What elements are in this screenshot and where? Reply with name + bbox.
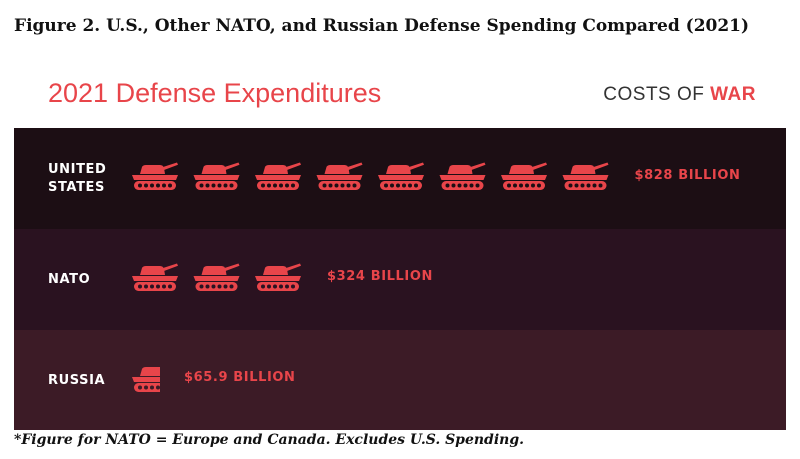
tank-icons-nato	[132, 263, 301, 291]
chart-row-russia: RUSSIA $65.9 BILLION	[14, 330, 786, 430]
chart-row-nato: NATO $324 BILLION	[14, 229, 786, 330]
tank-icons-russia	[132, 367, 160, 392]
figure-title: Figure 2. U.S., Other NATO, and Russian …	[14, 16, 750, 36]
tank-icon	[316, 162, 363, 190]
tank-icon	[562, 162, 609, 190]
brand-part-1: COSTS OF	[603, 84, 711, 105]
footnote: *Figure for NATO = Europe and Canada. Ex…	[14, 432, 525, 448]
row-label-line: STATES	[48, 179, 105, 195]
chart-header: 2021 Defense Expenditures COSTS OF WAR	[14, 62, 786, 128]
row-label-nato: NATO	[48, 271, 90, 289]
chart-row-united-states: UNITED STATES $828 BILLION	[14, 128, 786, 229]
row-label-united-states: UNITED STATES	[48, 161, 106, 197]
tank-icon	[193, 263, 240, 291]
value-label-nato: $324 BILLION	[327, 269, 433, 284]
tank-icons-united-states	[132, 162, 609, 190]
tank-icon	[439, 162, 486, 190]
chart-title: 2021 Defense Expenditures	[48, 78, 382, 108]
brand-logo: COSTS OF WAR	[603, 84, 756, 106]
row-label-line: RUSSIA	[48, 372, 106, 388]
row-label-line: UNITED	[48, 161, 107, 177]
tank-icon	[255, 162, 301, 190]
row-label-russia: RUSSIA	[48, 372, 105, 390]
brand-part-2: WAR	[710, 84, 756, 105]
tank-icon	[255, 263, 301, 291]
tank-icon	[132, 263, 178, 291]
tank-icon	[132, 162, 178, 190]
value-label-russia: $65.9 BILLION	[184, 370, 296, 385]
defense-expenditure-chart: UNITED STATES $828 BILLION NATO $324 BIL…	[14, 128, 786, 430]
row-label-line: NATO	[48, 271, 91, 287]
value-label-united-states: $828 BILLION	[634, 168, 741, 183]
tank-icon	[501, 162, 547, 190]
tank-icon	[378, 162, 424, 190]
tank-icon	[132, 367, 160, 392]
tank-icon	[193, 162, 240, 190]
